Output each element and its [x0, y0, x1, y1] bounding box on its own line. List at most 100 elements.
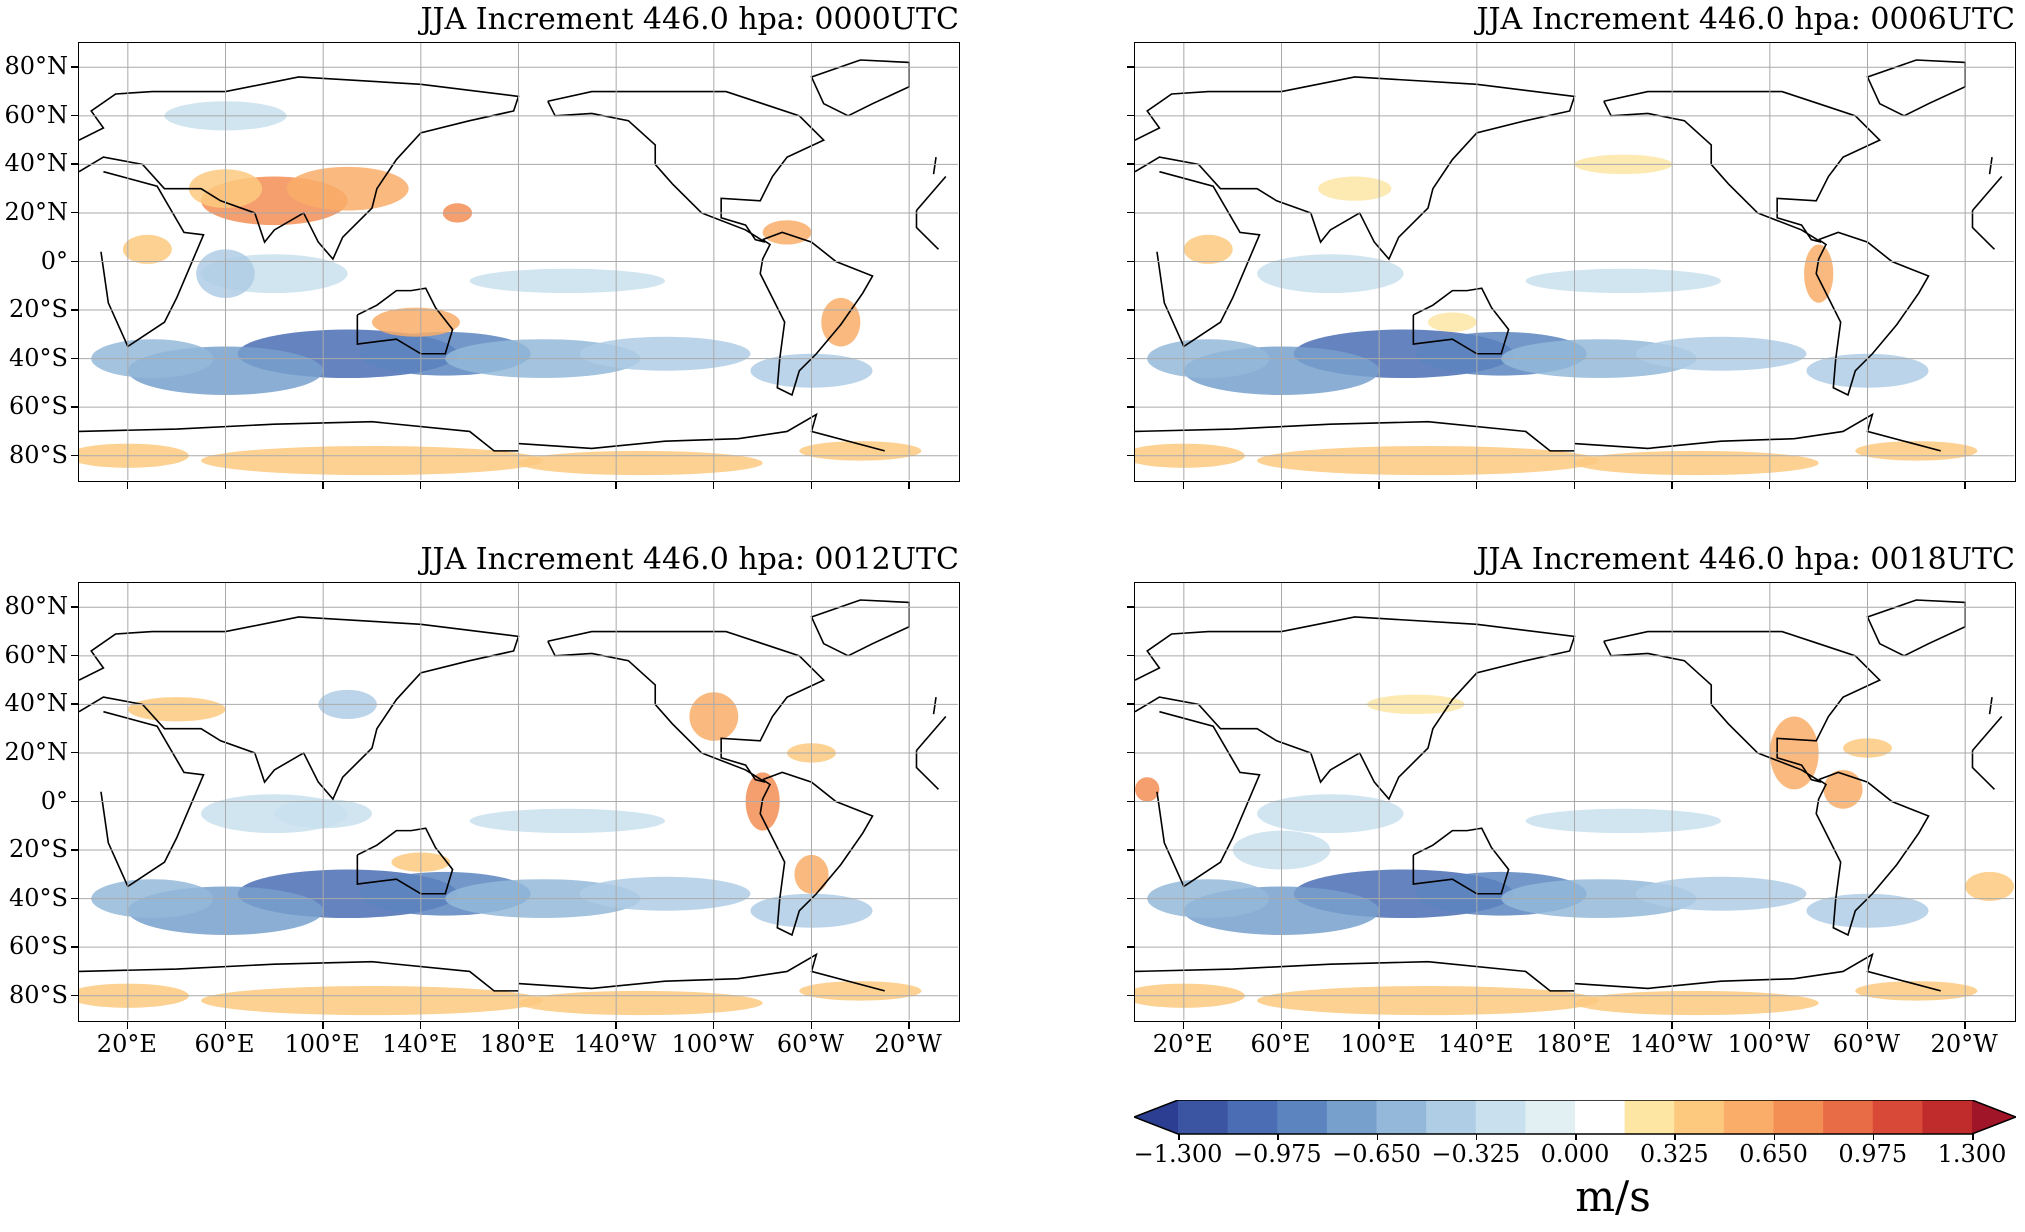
lat-tick — [1127, 454, 1134, 457]
coastline — [518, 412, 885, 452]
colorbar-tick-label: 1.300 — [1937, 1140, 2007, 1168]
lon-tick — [1280, 1022, 1282, 1029]
colorbar-segment — [1823, 1100, 1874, 1134]
lat-label: 0° — [40, 786, 68, 815]
coastline — [356, 827, 454, 895]
map-field-0018utc — [1135, 583, 2014, 1020]
lat-tick — [1127, 654, 1134, 657]
colorbar-segment — [1624, 1100, 1675, 1134]
lat-tick — [1127, 849, 1134, 851]
lat-label: 20°S — [9, 835, 68, 864]
coastline — [1815, 231, 1930, 397]
colorbar-segment — [1723, 1100, 1774, 1134]
lat-label: 40°N — [4, 689, 68, 718]
coastline — [1603, 90, 1882, 243]
coastline — [79, 960, 519, 992]
colorbar-segment — [1426, 1100, 1477, 1134]
coastline — [1603, 630, 1882, 783]
lon-tick — [224, 1022, 226, 1029]
lon-tick — [517, 482, 519, 489]
map-field-0006utc — [1135, 43, 2014, 480]
lon-label: 20°E — [1152, 1030, 1213, 1058]
colorbar-tick — [1972, 1134, 1974, 1140]
increment-blob — [1183, 234, 1233, 264]
lon-tick — [419, 482, 422, 489]
lon-label: 100°W — [671, 1030, 755, 1058]
increment-blob — [286, 166, 409, 211]
lat-label: 40°S — [9, 883, 68, 912]
lon-label: 60°E — [194, 1030, 255, 1058]
coastline — [1135, 76, 1576, 261]
colorbar-tick — [1674, 1134, 1676, 1140]
lat-label: 40°S — [9, 343, 68, 372]
lon-tick — [1475, 482, 1478, 489]
increment-blob — [201, 446, 543, 476]
increment-blob — [1318, 176, 1392, 201]
lon-label: 140°W — [1629, 1030, 1713, 1058]
increment-blob — [762, 220, 812, 245]
lat-label: 60°S — [9, 932, 68, 961]
colorbar-segment — [1773, 1100, 1824, 1134]
increment-blob — [518, 990, 763, 1016]
lat-tick — [1127, 357, 1134, 360]
increment-blob — [1804, 244, 1834, 303]
coastline — [1156, 170, 1261, 348]
lat-label: 80°N — [4, 52, 68, 81]
lat-label: 40°N — [4, 149, 68, 178]
coastline — [1135, 960, 1575, 992]
coastline — [356, 287, 454, 355]
lat-label: 20°N — [4, 197, 68, 226]
lon-tick — [1964, 1022, 1966, 1029]
lat-tick — [1127, 163, 1134, 165]
coastline — [915, 716, 947, 752]
colorbar-tick — [1178, 1134, 1180, 1140]
increment-blob — [1257, 986, 1599, 1016]
lon-tick — [126, 482, 129, 489]
lat-label: 20°N — [4, 737, 68, 766]
increment-blob — [1823, 769, 1863, 809]
lat-tick — [1127, 211, 1134, 214]
colorbar-extend-min — [1134, 1100, 1178, 1134]
lat-tick — [71, 114, 78, 117]
increment-blob — [1428, 312, 1477, 332]
lat-tick — [71, 751, 78, 754]
lat-tick — [71, 163, 78, 165]
increment-blob — [579, 876, 751, 911]
increment-blob — [372, 307, 460, 337]
lat-tick — [1127, 406, 1134, 408]
coastline — [932, 696, 937, 715]
increment-blob — [1574, 450, 1819, 476]
lat-tick — [71, 849, 78, 851]
lat-label: 80°S — [9, 980, 68, 1009]
lat-label: 60°N — [4, 100, 68, 129]
lon-label: 60°W — [1832, 1030, 1901, 1058]
coastline — [79, 616, 520, 801]
lon-tick — [908, 482, 910, 489]
lat-tick — [1127, 66, 1134, 68]
lat-tick — [1127, 114, 1134, 117]
coastline — [1866, 59, 1966, 117]
colorbar-segment — [1922, 1100, 1973, 1134]
coastline — [547, 630, 826, 783]
coastline — [915, 176, 947, 212]
colorbar-tick-label: −0.650 — [1332, 1140, 1421, 1168]
colorbar-tick-label: 0.650 — [1739, 1140, 1808, 1168]
map-field-0012utc — [79, 583, 958, 1020]
colorbar-segment — [1575, 1100, 1626, 1134]
lat-label: 60°N — [4, 640, 68, 669]
lat-tick — [71, 703, 78, 705]
colorbar-segment — [1227, 1100, 1278, 1134]
increment-blob — [1135, 777, 1160, 802]
map-field-0000utc — [79, 43, 958, 480]
colorbar-segment — [1326, 1100, 1377, 1134]
increment-blob — [1257, 794, 1404, 834]
lon-tick — [1378, 1022, 1380, 1029]
lon-tick — [1671, 1022, 1673, 1029]
lat-tick — [1127, 994, 1134, 997]
lon-label: 100°E — [284, 1030, 360, 1058]
increment-blob — [1574, 990, 1819, 1016]
lon-tick — [1475, 1022, 1478, 1029]
lon-tick — [1768, 1022, 1771, 1029]
lon-tick — [1280, 482, 1282, 489]
lon-tick — [615, 1022, 617, 1029]
